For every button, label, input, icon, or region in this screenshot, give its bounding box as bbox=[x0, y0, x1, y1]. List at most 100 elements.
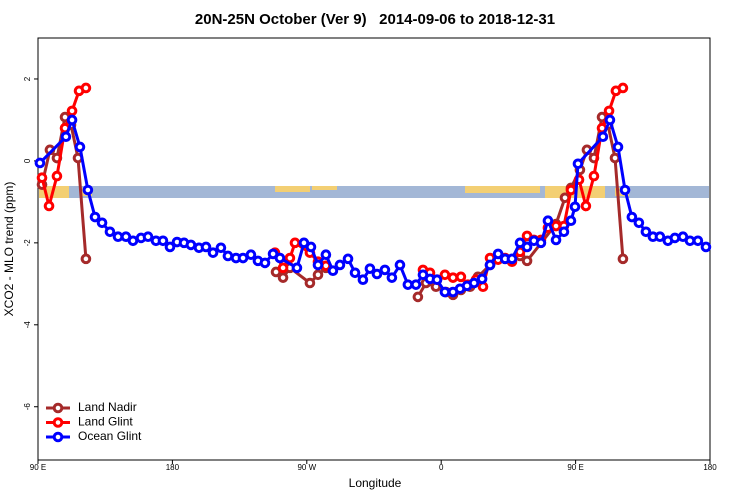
point bbox=[612, 141, 624, 153]
chart-title: 20N-25N October (Ver 9) 2014-09-06 to 20… bbox=[195, 11, 555, 28]
point bbox=[291, 262, 303, 274]
point bbox=[215, 242, 227, 254]
x-tick-label: 90 W bbox=[297, 463, 316, 472]
point bbox=[431, 274, 443, 286]
point bbox=[588, 170, 600, 182]
legend-item: Land Nadir bbox=[46, 400, 137, 414]
point bbox=[371, 268, 383, 280]
point bbox=[312, 269, 324, 281]
point bbox=[305, 241, 317, 253]
point bbox=[506, 253, 518, 265]
point bbox=[127, 235, 139, 247]
point bbox=[455, 271, 467, 283]
point bbox=[654, 231, 666, 243]
point bbox=[349, 267, 361, 279]
point bbox=[572, 158, 584, 170]
point bbox=[565, 184, 577, 196]
point bbox=[277, 262, 289, 274]
y-axis-label: XCO2 - MLO trend (ppm) bbox=[2, 182, 16, 317]
point bbox=[476, 273, 488, 285]
x-tick-label: 180 bbox=[703, 463, 717, 472]
point bbox=[320, 249, 332, 261]
point bbox=[342, 253, 354, 265]
legend-marker bbox=[52, 417, 64, 428]
x-axis-label: Longitude bbox=[349, 476, 402, 490]
map-land bbox=[465, 186, 540, 193]
point bbox=[51, 170, 63, 182]
point bbox=[394, 259, 406, 271]
map-land bbox=[312, 186, 337, 190]
point bbox=[617, 82, 629, 94]
legend-label: Ocean Glint bbox=[78, 429, 142, 443]
point bbox=[66, 114, 78, 126]
point bbox=[412, 291, 424, 303]
point bbox=[304, 277, 316, 289]
point bbox=[565, 215, 577, 227]
point bbox=[259, 257, 271, 269]
point bbox=[617, 253, 629, 265]
point bbox=[484, 259, 496, 271]
point bbox=[284, 252, 296, 264]
point bbox=[277, 272, 289, 283]
point bbox=[36, 172, 48, 184]
point bbox=[379, 264, 391, 276]
point bbox=[245, 249, 257, 261]
map-land bbox=[275, 186, 310, 192]
point bbox=[157, 235, 169, 247]
point bbox=[82, 184, 94, 196]
point bbox=[364, 263, 376, 274]
point bbox=[640, 226, 652, 238]
x-tick-label: 0 bbox=[439, 463, 444, 472]
x-tick-label: 180 bbox=[166, 463, 180, 472]
legend-item: Ocean Glint bbox=[46, 429, 142, 443]
point bbox=[289, 237, 301, 249]
point bbox=[521, 241, 533, 253]
y-tick-label: -2 bbox=[23, 239, 32, 247]
point bbox=[609, 152, 621, 164]
point bbox=[274, 252, 286, 264]
point bbox=[669, 232, 681, 244]
map-ocean bbox=[39, 186, 709, 198]
point bbox=[550, 234, 562, 246]
point bbox=[80, 253, 92, 265]
point bbox=[542, 215, 554, 227]
point bbox=[700, 241, 712, 253]
point bbox=[89, 211, 101, 223]
point bbox=[521, 255, 533, 267]
point bbox=[80, 82, 92, 94]
point bbox=[447, 272, 459, 283]
legend-marker bbox=[52, 431, 64, 443]
point bbox=[357, 274, 369, 286]
point bbox=[207, 247, 219, 258]
point bbox=[142, 231, 154, 243]
x-tick-label: 90 E bbox=[30, 463, 46, 472]
point bbox=[619, 184, 631, 196]
point bbox=[312, 259, 324, 271]
point bbox=[410, 279, 422, 290]
point bbox=[222, 250, 234, 262]
legend-label: Land Glint bbox=[78, 415, 133, 429]
point bbox=[597, 131, 609, 143]
point bbox=[334, 259, 346, 271]
point bbox=[604, 114, 616, 126]
point bbox=[439, 286, 451, 298]
point bbox=[492, 248, 504, 260]
point bbox=[558, 226, 570, 238]
y-tick-label: 0 bbox=[23, 158, 32, 163]
point bbox=[569, 201, 581, 213]
point bbox=[603, 105, 615, 117]
point bbox=[43, 200, 55, 212]
legend-label: Land Nadir bbox=[78, 400, 137, 414]
point bbox=[74, 141, 86, 153]
y-tick-label: -6 bbox=[23, 403, 32, 411]
point bbox=[439, 269, 451, 281]
point bbox=[164, 241, 176, 253]
point bbox=[633, 217, 645, 229]
point bbox=[386, 272, 398, 283]
point bbox=[327, 265, 339, 277]
point bbox=[535, 237, 547, 249]
y-tick-label: 2 bbox=[23, 76, 32, 81]
x-tick-label: 90 E bbox=[567, 463, 583, 472]
